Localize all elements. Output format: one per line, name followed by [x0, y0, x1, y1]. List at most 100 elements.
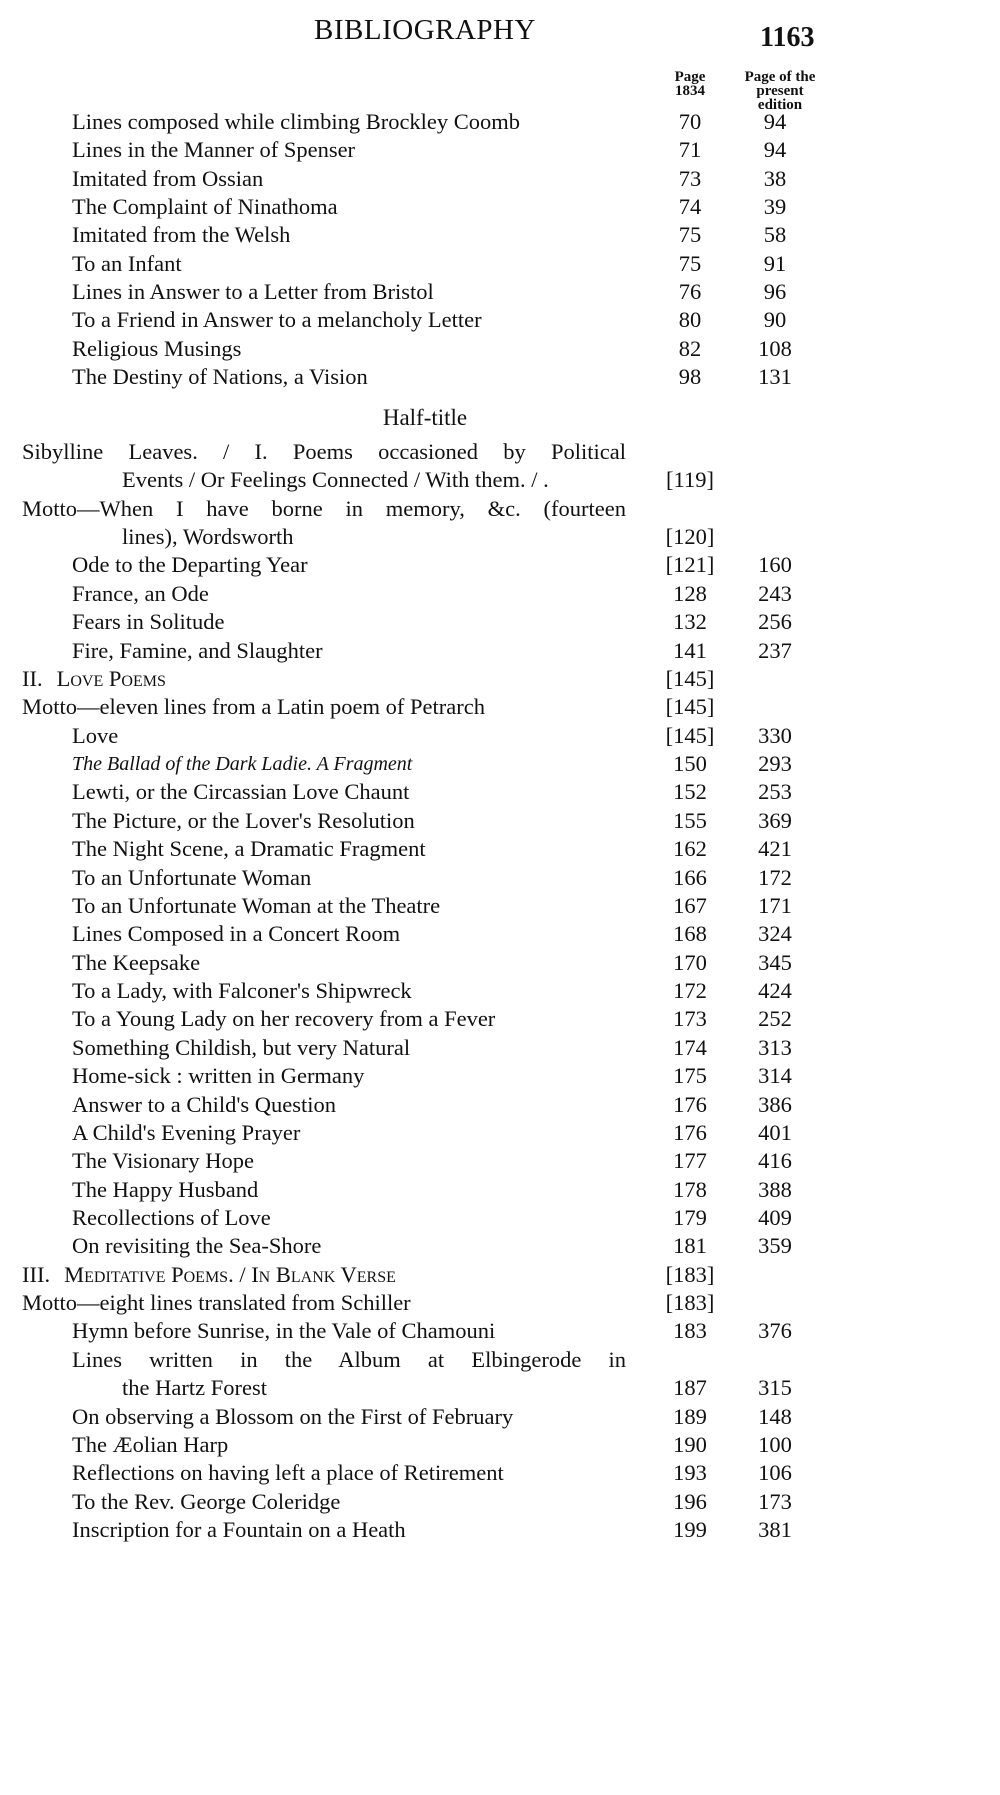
page-1834: 174 [673, 1034, 707, 1060]
page-present-edition: 131 [758, 364, 792, 390]
entry-title: Sibylline Leaves. / I. Poems occasioned … [22, 438, 626, 466]
table-row: The Ballad of the Dark Ladie. A Fragment… [0, 750, 1000, 779]
entry-text: The Happy Husband [72, 1176, 259, 1202]
entry-text: Lines written in the Album at Elbingerod… [72, 1346, 626, 1372]
entry-title: The Destiny of Nations, a Vision [72, 363, 626, 392]
page-present-edition: 256 [758, 609, 792, 635]
page-1834: [120] [665, 524, 715, 550]
page-present-edition: 314 [758, 1063, 792, 1089]
page-present-edition: 171 [758, 892, 792, 918]
section-numeral: II. [22, 665, 43, 691]
table-row: The Keepsake 170 345 [0, 948, 1000, 977]
dot-leader [191, 249, 626, 278]
section-heading-half-title: Half-title [382, 405, 468, 430]
entry-title: Lines Composed in a Concert Room [72, 920, 626, 949]
page-1834: 128 [673, 580, 707, 606]
page-1834: 193 [673, 1460, 707, 1486]
page-1834: [119] [666, 467, 714, 493]
table-row: Imitated from the Welsh 75 58 [0, 221, 1000, 250]
entry-text: France, an Ode [72, 580, 209, 606]
entry-title: III. Meditative Poems. / In Blank Verse [22, 1260, 626, 1289]
column-header-line: Page [674, 69, 706, 85]
page-1834: 190 [673, 1431, 707, 1457]
page-present-edition: 381 [758, 1517, 792, 1543]
dot-leader [218, 579, 626, 608]
page-1834: 73 [678, 165, 702, 191]
page-present-edition: 376 [758, 1318, 792, 1344]
page-1834: 141 [673, 637, 707, 663]
entry-title: France, an Ode [72, 579, 626, 608]
page-1834: 172 [673, 978, 707, 1004]
entry-text: To a Young Lady on her recovery from a F… [72, 1006, 496, 1032]
page-present-edition: 91 [763, 250, 787, 276]
table-row: Lewti, or the Circassian Love Chaunt 152 2… [0, 778, 1000, 807]
entry-text: The Æolian Harp [72, 1431, 229, 1457]
dot-leader [303, 523, 626, 552]
dot-leader [421, 977, 626, 1006]
table-row: The Night Scene, a Dramatic Fragment 162 4… [0, 835, 1000, 864]
dot-leader [263, 1147, 626, 1176]
page-present-edition: 359 [758, 1233, 792, 1259]
table-row: Motto—eleven lines from a Latin poem of … [0, 693, 1000, 722]
entry-text: Reflections on having left a place of Re… [72, 1460, 504, 1486]
entry-text: Inscription for a Fountain on a Heath [72, 1517, 406, 1543]
column-header-line: Page of the [744, 69, 816, 85]
dot-leader [419, 778, 626, 807]
page-1834: 75 [678, 250, 702, 276]
page-1834: 155 [673, 807, 707, 833]
entry-text: Lines in Answer to a Letter from Bristol [72, 279, 434, 305]
page-present-edition: 172 [758, 864, 792, 890]
page-present-edition: 388 [758, 1176, 792, 1202]
entry-text: Love [72, 722, 119, 748]
page-1834: 187 [673, 1375, 707, 1401]
dot-leader [530, 108, 626, 136]
page-1834: 199 [673, 1517, 707, 1543]
entry-text: Home-sick : written in Germany [72, 1063, 365, 1089]
table-row: Lines composed while climbing Brockley C… [0, 108, 1000, 136]
table-row: The Complaint of Ninathoma 74 39 [0, 193, 1000, 222]
page-1834: 162 [673, 836, 707, 862]
entry-title: To a Young Lady on her recovery from a F… [72, 1005, 626, 1034]
column-header-line: 1834 [675, 83, 705, 99]
page-1834: 168 [673, 921, 707, 947]
table-row: the Hartz Forest 187 315 [0, 1374, 1000, 1403]
dot-leader [347, 193, 626, 222]
entry-title: To the Rev. George Coleridge [72, 1487, 626, 1516]
entry-title: Fears in Solitude [72, 608, 626, 637]
entry-text: To the Rev. George Coleridge [72, 1488, 341, 1514]
table-row: Imitated from Ossian 73 38 [0, 164, 1000, 193]
page-present-edition: 313 [758, 1034, 792, 1060]
entry-text: Something Childish, but very Natural [72, 1034, 411, 1060]
dot-leader [513, 1459, 626, 1488]
table-row: France, an Ode 128 243 [0, 579, 1000, 608]
entry-title: II. Love Poems [22, 664, 626, 693]
entry-text: The Ballad of the Dark Ladie. A Fragment [72, 753, 413, 776]
dot-leader [505, 1005, 626, 1034]
page-1834: 178 [673, 1176, 707, 1202]
dot-leader [491, 306, 626, 335]
column-header-present-edition: Page of the present edition [725, 69, 835, 113]
dot-leader [350, 1487, 626, 1516]
entry-title: The Night Scene, a Dramatic Fragment [72, 835, 626, 864]
entry-title: Home-sick : written in Germany [72, 1062, 626, 1091]
table-row: The Visionary Hope 177 416 [0, 1147, 1000, 1176]
dot-leader [280, 1203, 626, 1232]
table-row: Lines written in the Album at Elbingerod… [0, 1346, 1000, 1374]
entry-text: Motto—eleven lines from a Latin poem of … [22, 694, 485, 720]
entry-text: Imitated from Ossian [72, 165, 264, 191]
entry-text: lines), Wordsworth [122, 524, 294, 550]
entry-title: To an Unfortunate Woman [72, 863, 626, 892]
entry-text: A Child's Evening Prayer [72, 1119, 301, 1145]
dot-leader [377, 363, 626, 392]
entry-text: Religious Musings [72, 335, 242, 361]
dot-leader [175, 664, 626, 693]
entry-text: Fire, Famine, and Slaughter [72, 637, 323, 663]
entry-text: Recollections of Love [72, 1204, 271, 1230]
entry-title: Answer to a Child's Question [72, 1090, 626, 1119]
entry-text: Sibylline Leaves. / I. Poems occasioned … [22, 439, 626, 464]
dot-leader [422, 750, 626, 779]
entry-title: To an Infant [72, 249, 626, 278]
page-1834: 175 [673, 1063, 707, 1089]
dot-leader [234, 608, 626, 637]
table-row: Fire, Famine, and Slaughter 141 237 [0, 636, 1000, 665]
